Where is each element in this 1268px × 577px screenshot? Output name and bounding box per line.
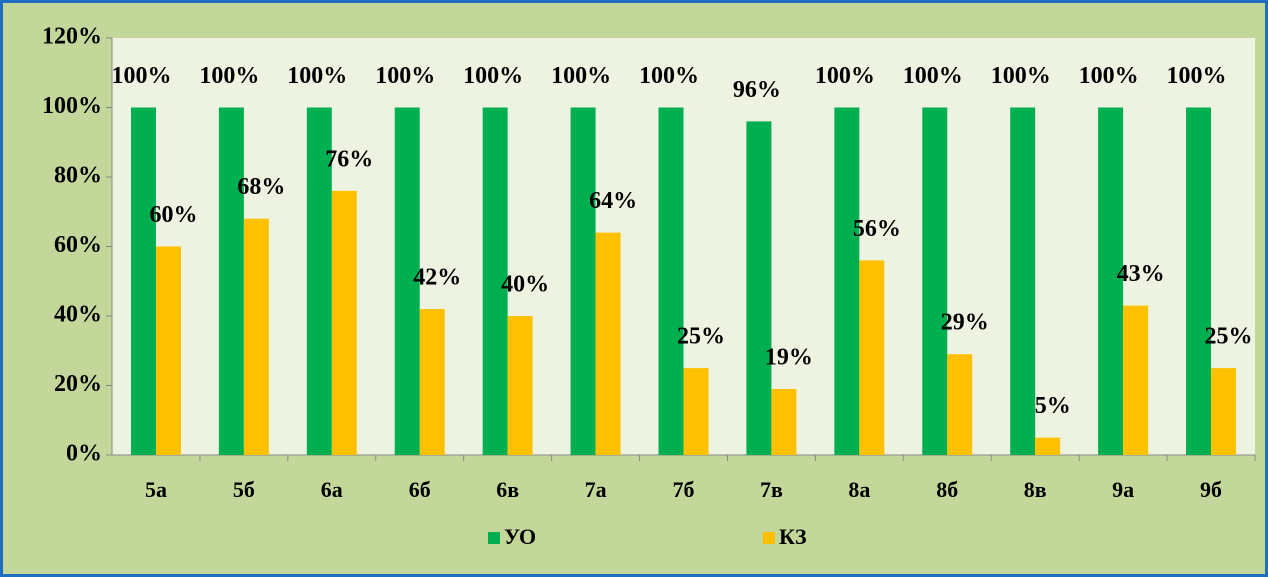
data-label: 60% — [149, 202, 197, 228]
y-tick-label: 120% — [42, 24, 102, 50]
x-tick-label: 8б — [936, 477, 958, 502]
data-label: 76% — [325, 146, 373, 172]
data-label: 5% — [1035, 393, 1071, 419]
data-label: 56% — [853, 216, 901, 242]
data-label: 25% — [677, 324, 725, 350]
bar — [218, 107, 244, 455]
bar — [1211, 368, 1237, 455]
data-label: 100% — [903, 63, 963, 89]
data-label: 100% — [463, 63, 523, 89]
bar — [859, 260, 885, 455]
legend-swatch — [763, 532, 775, 544]
data-label: 100% — [375, 63, 435, 89]
bar — [595, 232, 621, 455]
bar — [947, 354, 973, 455]
y-tick-label: 60% — [54, 232, 102, 258]
bar — [1123, 305, 1149, 455]
data-label: 100% — [111, 63, 171, 89]
bar — [570, 107, 596, 455]
x-tick-label: 7в — [760, 477, 783, 502]
x-tick-label: 5б — [233, 477, 255, 502]
bar — [394, 107, 420, 455]
bar — [155, 246, 181, 455]
bar — [771, 388, 797, 455]
data-label: 40% — [501, 272, 549, 298]
legend-label: КЗ — [779, 524, 807, 549]
data-label: 19% — [765, 344, 813, 370]
x-tick-label: 7б — [673, 477, 695, 502]
y-tick-label: 80% — [54, 163, 102, 189]
x-tick-label: 5а — [145, 477, 167, 502]
bar — [130, 107, 156, 455]
bar — [922, 107, 948, 455]
bar — [683, 368, 709, 455]
data-label: 29% — [941, 310, 989, 336]
y-tick-label: 100% — [42, 93, 102, 119]
data-label: 43% — [1117, 261, 1165, 287]
data-label: 100% — [199, 63, 259, 89]
bar — [1098, 107, 1124, 455]
bar — [834, 107, 860, 455]
legend-label: УО — [504, 524, 536, 549]
x-tick-label: 9а — [1112, 477, 1134, 502]
bar — [243, 218, 269, 455]
data-label: 68% — [237, 174, 285, 200]
data-label: 100% — [639, 63, 699, 89]
x-tick-label: 6б — [409, 477, 431, 502]
data-label: 100% — [1167, 63, 1227, 89]
data-label: 64% — [589, 188, 637, 214]
data-label: 100% — [287, 63, 347, 89]
bar — [1035, 437, 1061, 455]
x-tick-label: 9б — [1200, 477, 1222, 502]
data-label: 96% — [733, 77, 781, 103]
y-tick-label: 0% — [66, 441, 102, 467]
bar — [331, 190, 357, 455]
data-label: 100% — [815, 63, 875, 89]
y-tick-label: 20% — [54, 371, 102, 397]
bar — [658, 107, 684, 455]
data-label: 100% — [1079, 63, 1139, 89]
y-tick-label: 40% — [54, 302, 102, 328]
bar — [1010, 107, 1036, 455]
x-tick-label: 8а — [848, 477, 870, 502]
bar — [482, 107, 508, 455]
data-label: 100% — [551, 63, 611, 89]
data-label: 100% — [991, 63, 1051, 89]
x-tick-label: 8в — [1024, 477, 1047, 502]
x-tick-label: 6а — [321, 477, 343, 502]
bar — [746, 121, 772, 456]
bar — [507, 316, 533, 455]
data-label: 25% — [1205, 324, 1253, 350]
bar — [1186, 107, 1212, 455]
bar — [306, 107, 332, 455]
x-tick-label: 7а — [585, 477, 607, 502]
x-tick-label: 6в — [496, 477, 519, 502]
data-label: 42% — [413, 265, 461, 291]
legend-swatch — [488, 532, 500, 544]
bar — [419, 309, 445, 455]
